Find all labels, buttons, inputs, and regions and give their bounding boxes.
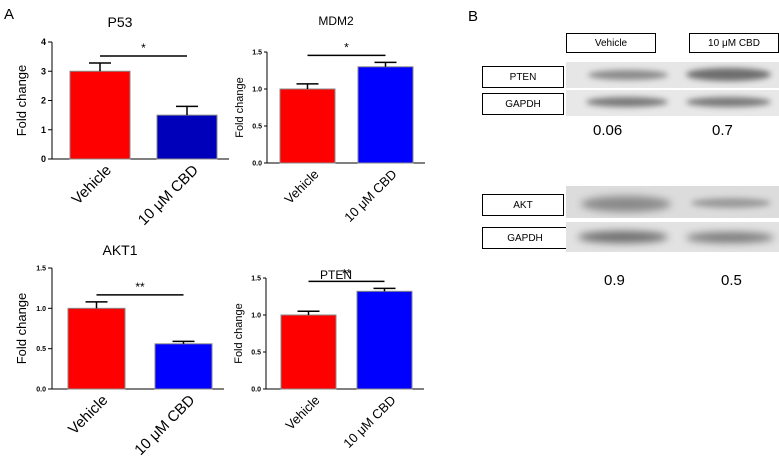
x-tick-label-0: Vehicle xyxy=(69,162,115,208)
chart-title: AKT1 xyxy=(102,242,137,258)
y-tick-label: 1.0 xyxy=(36,306,46,313)
bar-0 xyxy=(280,314,337,390)
x-tick-label-1: 10 μM CBD xyxy=(340,393,398,451)
chart-akt1: AKT1 0.0 0.5 1.0 1.5 Fold change Vehicle 10 μM … xyxy=(14,242,224,459)
bar-1 xyxy=(356,290,413,390)
band-pten-vehicle xyxy=(588,70,668,80)
bar-0 xyxy=(69,70,131,160)
band-akt-vehicle xyxy=(581,196,671,212)
y-tick-label: 1.5 xyxy=(251,275,261,282)
bar-1 xyxy=(156,114,218,160)
blot1-gapdh-strip xyxy=(566,90,779,116)
significance-marker: ** xyxy=(135,280,145,294)
y-axis-label: Fold change xyxy=(14,293,29,365)
blot2-akt-strip xyxy=(566,186,779,218)
panel-label-b: B xyxy=(468,8,479,25)
panel-label-a: A xyxy=(4,6,15,23)
y-tick-label: 0.0 xyxy=(252,160,262,167)
y-tick-label: 4 xyxy=(41,37,46,47)
y-tick-label: 0.5 xyxy=(252,123,262,130)
band-gapdh1-vehicle xyxy=(586,97,668,107)
significance-marker: * xyxy=(344,40,349,54)
x-tick-label-0: Vehicle xyxy=(65,392,111,438)
x-tick-label-1: 10 μM CBD xyxy=(135,162,202,229)
bar-0 xyxy=(67,307,126,390)
chart-title: P53 xyxy=(108,14,133,30)
y-tick-label: 1.5 xyxy=(36,265,46,272)
y-tick-label: 1.5 xyxy=(252,49,262,56)
blot2-control-label: GAPDH xyxy=(482,227,568,249)
chart-mdm2: MDM2 0.0 0.5 1.0 1.5 Fold change Vehicle 10 μM … xyxy=(234,14,425,225)
y-tick-label: 0.5 xyxy=(251,349,261,356)
x-tick-label-1: 10 μM CBD xyxy=(131,392,198,459)
y-tick-label: 1 xyxy=(41,125,46,135)
x-tick-label-0: Vehicle xyxy=(282,393,322,433)
band-akt-cbd xyxy=(691,198,771,208)
y-tick-label: 3 xyxy=(41,66,46,76)
lane-label-cbd: 10 μM CBD xyxy=(689,33,779,53)
band-gapdh1-cbd xyxy=(686,97,771,107)
chart-title: PTEN xyxy=(320,268,352,282)
blot2-ratio-vehicle: 0.9 xyxy=(604,272,625,289)
y-tick-label: 0.0 xyxy=(251,386,261,393)
significance-marker: * xyxy=(141,41,146,55)
lane-label-vehicle: Vehicle xyxy=(566,33,656,53)
band-gapdh2-vehicle xyxy=(578,231,668,243)
bar-1 xyxy=(154,343,213,390)
y-axis-label: Fold change xyxy=(14,65,29,137)
blot2-protein-label: AKT xyxy=(482,194,564,216)
chart-p53: P53 0 1 2 3 4 Fold change Vehicle 10 μM CBD * xyxy=(14,14,229,229)
y-axis-label: Fold change xyxy=(234,77,246,138)
band-pten-cbd xyxy=(686,68,771,81)
blot1-pten-strip xyxy=(566,62,779,88)
blot2-ratio-cbd: 0.5 xyxy=(721,272,742,289)
bar-charts: P53 0 1 2 3 4 Fold change Vehicle 10 μM CBD * MDM… xyxy=(14,14,425,459)
x-tick-label-0: Vehicle xyxy=(281,167,321,207)
y-tick-label: 0.0 xyxy=(36,386,46,393)
y-tick-label: 2 xyxy=(41,96,46,106)
bar-1 xyxy=(357,66,414,164)
bar-0 xyxy=(279,88,336,164)
significance-marker: ** xyxy=(342,266,352,280)
y-tick-label: 1.0 xyxy=(252,86,262,93)
blot2-gapdh-strip xyxy=(566,222,779,252)
band-gapdh2-cbd xyxy=(686,232,774,243)
blot1-control-label: GAPDH xyxy=(482,93,564,115)
chart-title: MDM2 xyxy=(318,14,354,28)
x-tick-label-1: 10 μM CBD xyxy=(341,167,399,225)
y-axis-label: Fold change xyxy=(233,303,245,364)
blot1-ratio-cbd: 0.7 xyxy=(712,122,733,139)
blot1-ratio-vehicle: 0.06 xyxy=(593,122,623,139)
y-tick-label: 0 xyxy=(41,154,46,164)
y-tick-label: 0.5 xyxy=(36,346,46,353)
y-tick-label: 1.0 xyxy=(251,312,261,319)
blot1-protein-label: PTEN xyxy=(482,66,564,88)
chart-pten: PTEN 0.0 0.5 1.0 1.5 Fold change Vehicle 10 μM … xyxy=(233,266,424,451)
